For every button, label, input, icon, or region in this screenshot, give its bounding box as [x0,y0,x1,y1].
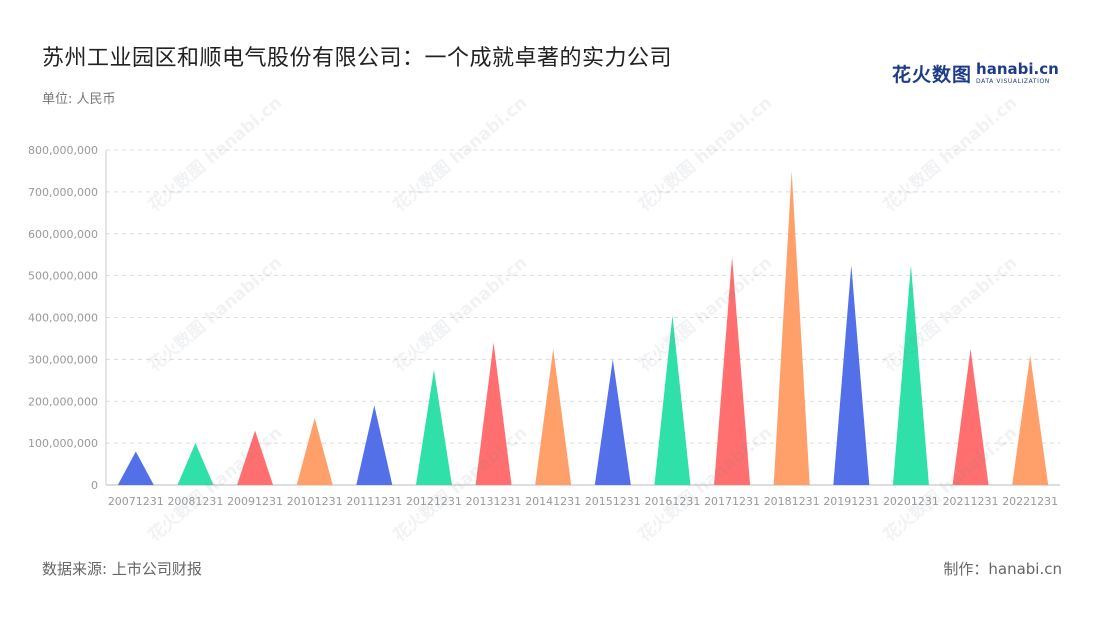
y-tick-label: 400,000,000 [28,312,98,325]
unit-label: 单位: 人民币 [42,92,116,107]
bar-20171231 [714,256,751,485]
y-tick-label: 200,000,000 [28,395,98,408]
x-tick-label: 20141231 [525,495,581,508]
y-tick-label: 300,000,000 [28,353,98,366]
x-tick-label: 20091231 [227,495,283,508]
bar-20191231 [833,265,870,485]
bar-20111231 [356,405,393,485]
x-tick-label: 20131231 [466,495,522,508]
x-tick-label: 20121231 [406,495,462,508]
bar-20181231 [773,170,810,485]
maker-credit: 制作：hanabi.cn [943,560,1062,578]
logo-cn-text: 花火数图 [892,64,973,86]
brand-logo: 花火数图 hanabi.cn DATA VISUALIZATION [892,60,1059,87]
logo-en-text: hanabi.cn [976,60,1059,78]
bar-20151231 [594,359,631,485]
bar-20141231 [535,348,572,485]
data-source: 数据来源: 上市公司财报 [42,560,202,578]
x-tick-label: 20181231 [764,495,820,508]
bar-20081231 [177,443,214,485]
x-tick-label: 20221231 [1002,495,1058,508]
bar-20161231 [654,315,691,485]
bar-20201231 [892,265,929,485]
bar-20091231 [237,430,274,485]
bar-20221231 [1012,355,1049,485]
logo-sub-text: DATA VISUALIZATION [976,78,1050,85]
x-tick-label: 20081231 [167,495,223,508]
y-tick-label: 100,000,000 [28,437,98,450]
bar-20071231 [117,451,154,485]
x-tick-label: 20201231 [883,495,939,508]
bar-20121231 [415,369,452,485]
x-tick-label: 20161231 [644,495,700,508]
y-tick-label: 500,000,000 [28,270,98,283]
y-tick-label: 800,000,000 [28,144,98,157]
bar-20211231 [952,348,989,485]
x-tick-label: 20191231 [823,495,879,508]
x-tick-label: 20101231 [287,495,343,508]
x-tick-label: 20071231 [108,495,164,508]
x-tick-label: 20211231 [943,495,999,508]
y-tick-label: 0 [91,479,98,492]
x-tick-label: 20151231 [585,495,641,508]
bar-20131231 [475,342,512,485]
y-tick-label: 700,000,000 [28,186,98,199]
bar-layer [117,170,1049,485]
chart-title: 苏州工业园区和顺电气股份有限公司：一个成就卓著的实力公司 [42,46,673,71]
x-tick-label: 20111231 [346,495,402,508]
bar-20101231 [296,418,333,485]
label-layer: 0 100,000,000 200,000,000 300,000,000 400,00… [28,144,1058,508]
x-tick-label: 20171231 [704,495,760,508]
y-tick-label: 600,000,000 [28,228,98,241]
